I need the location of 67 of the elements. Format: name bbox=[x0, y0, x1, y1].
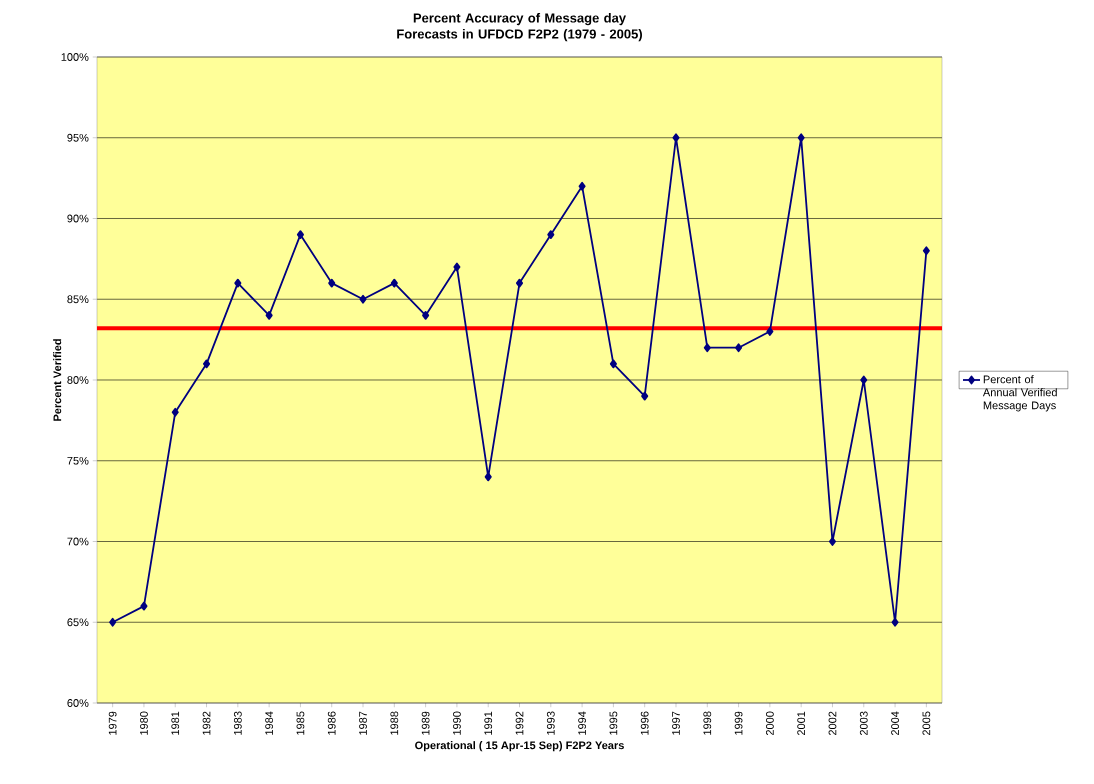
point bbox=[171, 407, 179, 417]
y-tick-label: 65% bbox=[67, 618, 89, 627]
point bbox=[296, 230, 304, 240]
point bbox=[922, 246, 930, 256]
x-tick-label: 1994 bbox=[578, 711, 586, 735]
point bbox=[672, 133, 680, 143]
x-tick-label: 2004 bbox=[891, 711, 899, 736]
point bbox=[234, 278, 242, 288]
y-tick-label: 80% bbox=[67, 376, 89, 384]
x-tick-label: 1984 bbox=[265, 711, 274, 735]
x-tick-label: 2002 bbox=[828, 711, 837, 736]
y-tick-label: 90% bbox=[67, 214, 89, 223]
point bbox=[453, 262, 461, 272]
point bbox=[140, 601, 148, 611]
point bbox=[797, 133, 805, 143]
point bbox=[735, 343, 743, 353]
x-tick-label: 1997 bbox=[672, 711, 680, 735]
x-tick-label: 1996 bbox=[640, 711, 649, 735]
x-axis-title: Operational ( 15 Apr-15 Sep) F2P2 Years bbox=[415, 741, 624, 752]
x-tick-label: 1985 bbox=[296, 711, 305, 735]
point bbox=[609, 359, 617, 369]
x-tick-label: 1993 bbox=[546, 711, 555, 735]
x-tick-label: 1979 bbox=[108, 711, 117, 735]
point bbox=[641, 391, 649, 401]
y-tick-label: 75% bbox=[67, 456, 89, 465]
x-tick-label: 2001 bbox=[797, 711, 806, 736]
point bbox=[328, 278, 336, 288]
y-tick-label: 85% bbox=[67, 295, 89, 304]
chart-title: Percent Accuracy of Message day Forecasts in UFDCD F2P2 (1979 - 2005) bbox=[397, 13, 642, 42]
point bbox=[390, 278, 398, 288]
x-tick-label: 1991 bbox=[484, 711, 493, 735]
point bbox=[422, 311, 430, 320]
point bbox=[484, 472, 492, 482]
x-tick-label: 1986 bbox=[327, 711, 336, 735]
x-tick-label: 1998 bbox=[703, 711, 712, 735]
point bbox=[766, 327, 774, 336]
x-tick-label: 2003 bbox=[859, 711, 868, 736]
x-tick-label: 2000 bbox=[765, 711, 774, 736]
x-tick-label: 1995 bbox=[609, 711, 618, 735]
point bbox=[891, 617, 899, 627]
x-tick-label: 1981 bbox=[171, 711, 180, 735]
x-tick-label: 1983 bbox=[233, 711, 242, 735]
point bbox=[578, 181, 586, 191]
x-tick-label: 1989 bbox=[421, 711, 430, 735]
y-axis-title: Percent Verified bbox=[53, 339, 62, 421]
point bbox=[109, 617, 117, 627]
x-tick-label: 1982 bbox=[202, 711, 211, 735]
point bbox=[203, 359, 211, 369]
point bbox=[828, 537, 836, 546]
point bbox=[547, 230, 555, 240]
point bbox=[265, 311, 273, 320]
x-tick-label: 1999 bbox=[734, 711, 743, 735]
x-tick-label: 1992 bbox=[515, 711, 524, 735]
point bbox=[515, 278, 524, 288]
x-tick-label: 1988 bbox=[390, 711, 399, 735]
point bbox=[359, 294, 367, 304]
y-tick-label: 60% bbox=[67, 699, 89, 707]
y-tick-label: 95% bbox=[67, 133, 89, 142]
x-tick-label: 1980 bbox=[140, 711, 148, 735]
x-tick-label: 1990 bbox=[453, 711, 461, 735]
legend-label: Percent of Annual Verified Message Days bbox=[982, 375, 1057, 412]
point bbox=[860, 375, 868, 385]
y-tick-label: 100% bbox=[61, 53, 89, 61]
x-tick-label: 2005 bbox=[922, 711, 931, 736]
point bbox=[703, 343, 711, 353]
x-tick-label: 1987 bbox=[359, 711, 367, 735]
y-tick-label: 70% bbox=[67, 537, 89, 546]
